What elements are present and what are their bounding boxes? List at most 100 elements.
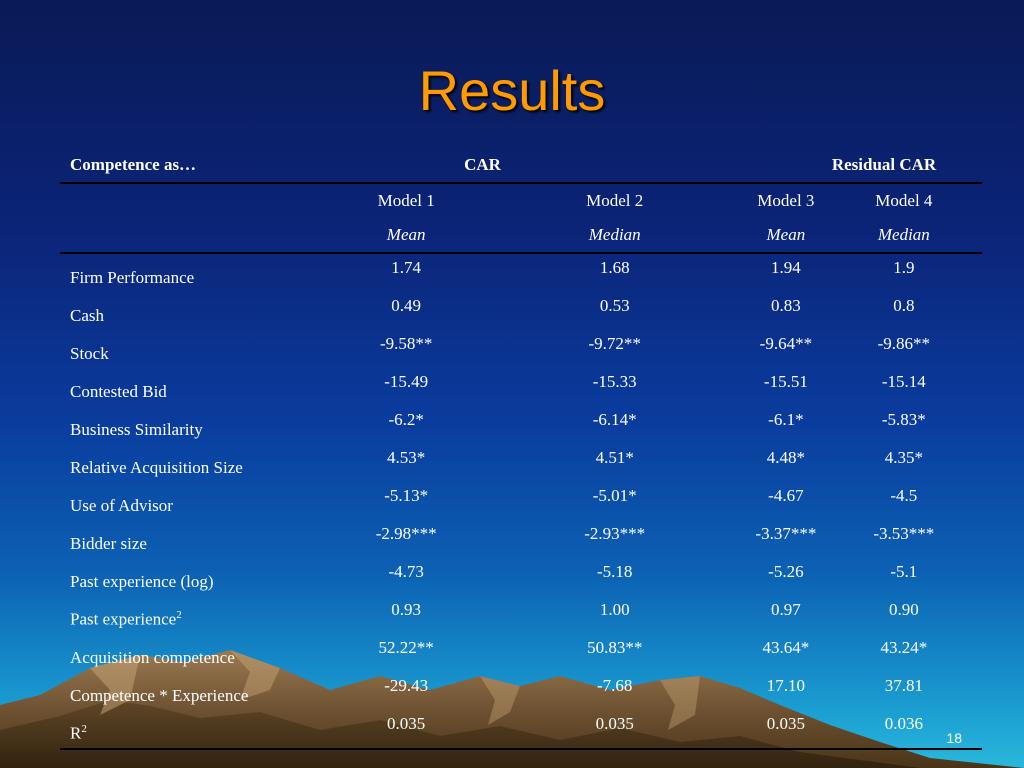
value-cell: 0.036 (825, 710, 982, 750)
table-row: Past experience2 0.93 1.00 0.97 0.90 (60, 596, 982, 634)
value-cell: -4.67 (768, 486, 804, 505)
row-label-text: Past experience (log) (70, 572, 214, 591)
label-column-header: Competence as… (60, 148, 329, 184)
value-cell: 1.68 (599, 258, 630, 277)
row-label: Past experience2 (60, 596, 329, 634)
row-label-text: Past experience (70, 610, 177, 629)
row-label-text: Business Similarity (70, 420, 203, 439)
value-cell: -4.73 (388, 562, 424, 581)
value-cell: 0.49 (391, 296, 422, 315)
value-cell: -5.26 (768, 562, 804, 581)
value-cell: -3.53*** (873, 524, 935, 543)
value-cell: 0.83 (771, 296, 801, 315)
table-row: Business Similarity -6.2* -6.14* -6.1* -5.83… (60, 406, 982, 444)
value-cell: -9.86** (877, 334, 931, 353)
table-row: R2 0.035 0.035 0.035 0.036 (60, 710, 982, 750)
row-label: Bidder size (60, 520, 329, 558)
value-cell: 0.8 (893, 296, 915, 315)
page-number: 18 (946, 730, 962, 746)
value-cell: -3.37*** (755, 524, 817, 543)
model-header: Model 2 (586, 191, 644, 210)
value-cell: 50.83** (587, 638, 643, 657)
value-cell: 0.97 (771, 600, 801, 619)
table-row: Relative Acquisition Size 4.53* 4.51* 4.48*… (60, 444, 982, 482)
value-cell: -9.72** (588, 334, 641, 353)
value-cell: -15.14 (881, 372, 926, 391)
value-cell: -15.33 (592, 372, 637, 391)
value-cell: 1.00 (599, 600, 630, 619)
row-label: Cash (60, 292, 329, 330)
row-label-text: Acquisition competence (70, 648, 235, 667)
value-cell: -6.2* (388, 410, 424, 429)
table-row: Stock -9.58** -9.72** -9.64** -9.86** (60, 330, 982, 368)
superscript: 2 (81, 723, 87, 736)
group-header-row: Competence as… CAR Residual CAR (60, 148, 982, 184)
model-header: Model 4 (875, 191, 933, 210)
value-cell: 4.48* (766, 448, 805, 467)
value-cell: 4.35* (884, 448, 923, 467)
row-label-text: Cash (70, 306, 104, 325)
table-row: Acquisition competence 52.22** 50.83** 43.6… (60, 634, 982, 672)
value-cell: -5.13* (384, 486, 429, 505)
value-cell: 1.74 (391, 258, 422, 277)
empty-cell (60, 183, 329, 218)
row-label-text: R (70, 724, 82, 743)
row-label-text: Contested Bid (70, 382, 167, 401)
statistic-header-row: Mean Median Mean Median (60, 218, 982, 254)
value-cell: 52.22** (378, 638, 434, 657)
row-label: Firm Performance (60, 253, 329, 292)
value-cell: 4.53* (387, 448, 426, 467)
value-cell: -5.83* (881, 410, 926, 429)
row-label: Contested Bid (60, 368, 329, 406)
value-cell: -6.1* (768, 410, 804, 429)
row-label-text: Firm Performance (70, 268, 195, 287)
value-cell: -6.14* (592, 410, 637, 429)
value-cell: -15.49 (384, 372, 429, 391)
value-cell: 43.24* (880, 638, 928, 657)
results-table: Competence as… CAR Residual CAR Model 1 … (60, 148, 982, 750)
value-cell: -5.18 (597, 562, 633, 581)
value-cell: -5.1 (890, 562, 918, 581)
row-label: Use of Advisor (60, 482, 329, 520)
statistic-header: Median (483, 218, 747, 254)
model-header-row: Model 1 Model 2 Model 3 Model 4 (60, 183, 982, 218)
statistic-header: Mean (328, 218, 484, 254)
row-label: Business Similarity (60, 406, 329, 444)
value-cell: -15.51 (763, 372, 808, 391)
row-label: R2 (60, 710, 329, 750)
value-cell: 17.10 (766, 676, 805, 695)
table-row: Competence * Experience -29.43 -7.68 17.10 3… (60, 672, 982, 710)
value-cell: 1.94 (771, 258, 801, 277)
statistic-header: Median (825, 218, 982, 254)
residual-car-group-header: Residual CAR (746, 148, 982, 184)
value-cell: 0.035 (746, 710, 826, 750)
value-cell: -9.58** (379, 334, 433, 353)
row-label-text: Stock (70, 344, 109, 363)
model-header: Model 3 (757, 191, 815, 210)
value-cell: 0.035 (483, 710, 747, 750)
value-cell: 0.93 (391, 600, 422, 619)
statistic-header: Mean (746, 218, 826, 254)
value-cell: -2.93*** (584, 524, 646, 543)
row-label: Competence * Experience (60, 672, 329, 710)
empty-cell (60, 218, 329, 254)
row-label: Acquisition competence (60, 634, 329, 672)
value-cell: 37.81 (884, 676, 923, 695)
table-row: Contested Bid -15.49 -15.33 -15.51 -15.14 (60, 368, 982, 406)
value-cell: 0.90 (888, 600, 919, 619)
value-cell: -2.98*** (375, 524, 437, 543)
row-label: Past experience (log) (60, 558, 329, 596)
value-cell: 4.51* (595, 448, 634, 467)
row-label-text: Use of Advisor (70, 496, 173, 515)
value-cell: -4.5 (890, 486, 918, 505)
table-row: Cash 0.49 0.53 0.83 0.8 (60, 292, 982, 330)
superscript: 2 (176, 609, 182, 622)
value-cell: 0.53 (599, 296, 630, 315)
row-label: Relative Acquisition Size (60, 444, 329, 482)
table-row: Firm Performance 1.74 1.68 1.94 1.9 (60, 253, 982, 292)
value-cell: -7.68 (597, 676, 633, 695)
row-label-text: Bidder size (70, 534, 147, 553)
table-row: Past experience (log) -4.73 -5.18 -5.26 -5.1 (60, 558, 982, 596)
value-cell: 0.035 (328, 710, 484, 750)
row-label: Stock (60, 330, 329, 368)
